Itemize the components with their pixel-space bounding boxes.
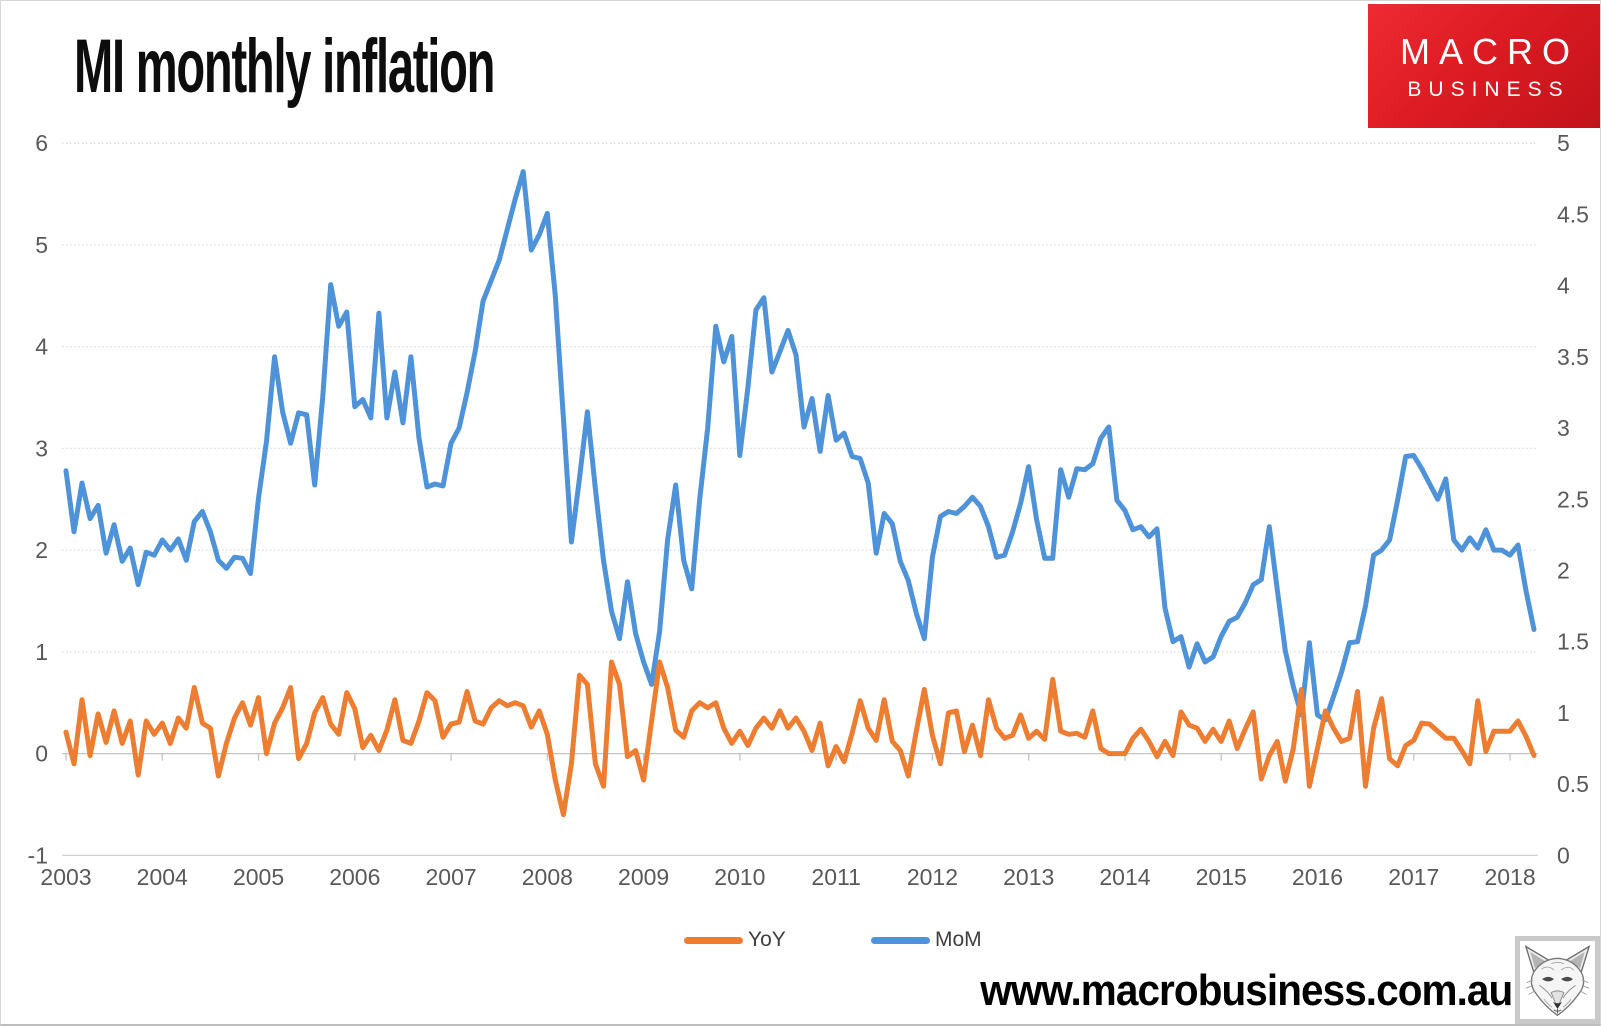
chart-title: MI monthly inflation bbox=[74, 24, 495, 109]
svg-text:0: 0 bbox=[1557, 842, 1570, 868]
legend-item-mom: MoM bbox=[871, 928, 982, 951]
fox-sketch-drawing bbox=[1524, 945, 1591, 1017]
svg-text:2: 2 bbox=[35, 537, 48, 563]
svg-text:2003: 2003 bbox=[40, 864, 91, 890]
svg-text:1: 1 bbox=[1557, 700, 1570, 726]
svg-text:2.5: 2.5 bbox=[1557, 486, 1589, 512]
svg-text:2013: 2013 bbox=[1003, 864, 1054, 890]
legend-label-yoy: YoY bbox=[748, 928, 786, 951]
svg-text:3.5: 3.5 bbox=[1557, 344, 1589, 370]
svg-text:2004: 2004 bbox=[137, 864, 188, 890]
svg-text:2015: 2015 bbox=[1196, 864, 1247, 890]
svg-text:2011: 2011 bbox=[811, 864, 860, 890]
fox-sketch-icon bbox=[1515, 936, 1600, 1024]
svg-text:2012: 2012 bbox=[907, 864, 958, 890]
svg-text:4: 4 bbox=[1557, 273, 1570, 299]
svg-text:2006: 2006 bbox=[329, 864, 380, 890]
macrobusiness-logo: MACRO BUSINESS bbox=[1368, 4, 1600, 128]
svg-text:0: 0 bbox=[35, 741, 48, 767]
svg-text:3: 3 bbox=[35, 435, 48, 461]
svg-text:0.5: 0.5 bbox=[1557, 771, 1589, 797]
watermark-url: www.macrobusiness.com.au bbox=[979, 966, 1513, 1015]
legend-label-mom: MoM bbox=[935, 928, 982, 951]
mom-line-swatch-icon bbox=[871, 936, 930, 944]
logo-business-text: BUSINESS bbox=[1407, 77, 1570, 101]
svg-text:2005: 2005 bbox=[233, 864, 284, 890]
legend-item-yoy: YoY bbox=[684, 928, 786, 951]
yoy-line-swatch-icon bbox=[684, 936, 743, 944]
svg-text:1: 1 bbox=[35, 639, 48, 665]
svg-text:2007: 2007 bbox=[425, 864, 476, 890]
svg-text:4: 4 bbox=[35, 334, 48, 360]
svg-text:2010: 2010 bbox=[714, 864, 765, 890]
svg-text:2009: 2009 bbox=[618, 864, 669, 890]
logo-macro-text: MACRO bbox=[1400, 30, 1579, 72]
svg-text:5: 5 bbox=[35, 232, 48, 258]
svg-text:2014: 2014 bbox=[1099, 864, 1150, 890]
svg-text:2016: 2016 bbox=[1292, 864, 1343, 890]
svg-text:2008: 2008 bbox=[522, 864, 573, 890]
svg-text:1.5: 1.5 bbox=[1557, 629, 1589, 655]
svg-text:-1: -1 bbox=[28, 842, 48, 868]
svg-text:5: 5 bbox=[1557, 130, 1570, 156]
svg-text:2: 2 bbox=[1557, 557, 1570, 583]
svg-text:6: 6 bbox=[35, 130, 48, 156]
svg-text:4.5: 4.5 bbox=[1557, 201, 1589, 227]
svg-text:3: 3 bbox=[1557, 415, 1570, 441]
svg-text:2017: 2017 bbox=[1388, 864, 1439, 890]
svg-text:2018: 2018 bbox=[1484, 864, 1535, 890]
